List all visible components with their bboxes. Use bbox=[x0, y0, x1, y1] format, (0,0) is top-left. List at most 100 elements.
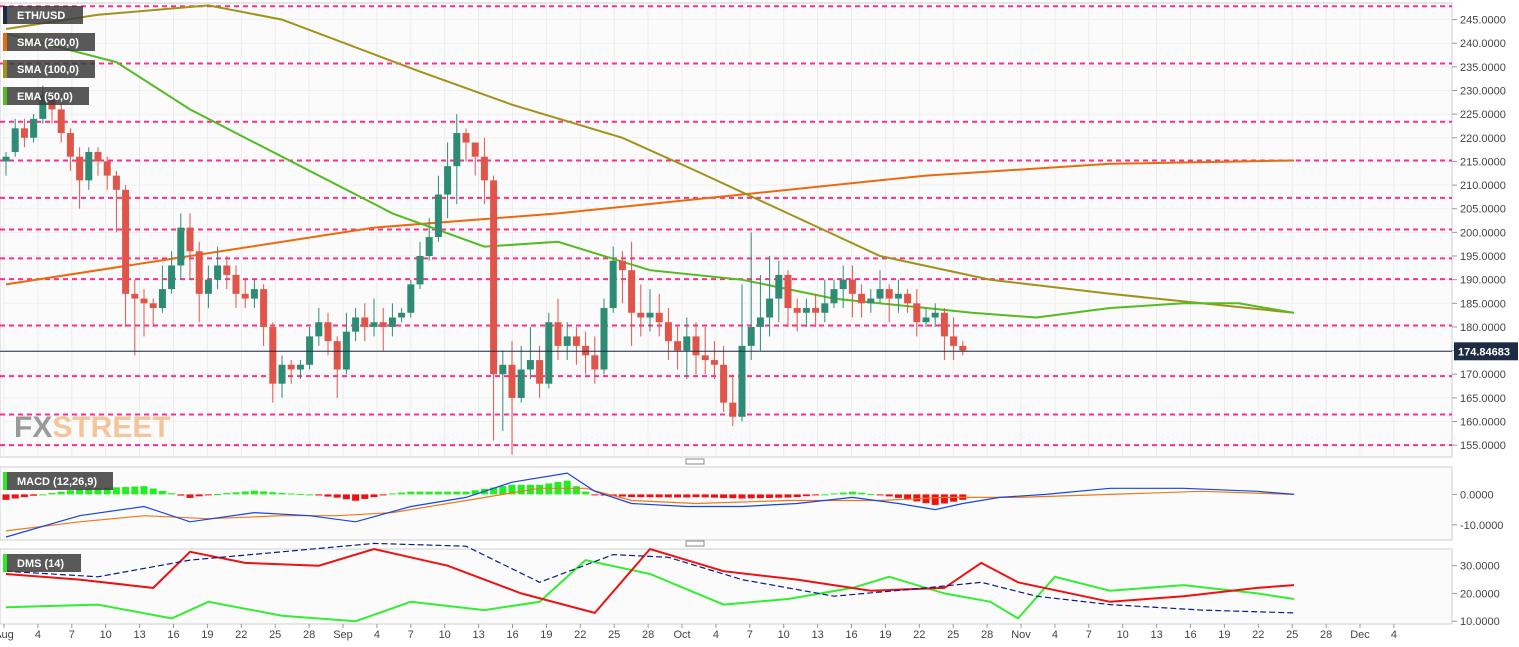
candle-body bbox=[379, 322, 387, 327]
macd-histogram-bar bbox=[232, 492, 240, 495]
candle-body bbox=[756, 317, 764, 327]
legend-dms-bg bbox=[3, 554, 81, 572]
x-tick-label: 4 bbox=[1052, 629, 1058, 641]
macd-histogram-bar bbox=[720, 494, 728, 498]
macd-histogram-bar bbox=[563, 480, 571, 495]
y-tick-label: 200.0000 bbox=[1460, 227, 1506, 239]
x-tick-label: 22 bbox=[1252, 629, 1264, 641]
candle-body bbox=[11, 128, 19, 152]
macd-histogram-bar bbox=[738, 494, 746, 499]
x-tick-label: 16 bbox=[1184, 629, 1196, 641]
macd-histogram-bar bbox=[582, 491, 590, 495]
dms-pane: 30.0000 20.0000 10.0000 DMS (14) bbox=[0, 542, 1500, 628]
candle-body bbox=[370, 322, 378, 327]
candle-body bbox=[885, 289, 893, 299]
legend-ethusd: ETH/USD bbox=[17, 10, 65, 22]
x-tick-label: 19 bbox=[879, 629, 891, 641]
macd-histogram-bar bbox=[425, 491, 433, 495]
candle-body bbox=[848, 279, 856, 294]
dms-y-tick-label: 20.0000 bbox=[1460, 588, 1500, 600]
macd-histogram-bar bbox=[775, 494, 783, 498]
macd-histogram-bar bbox=[388, 493, 396, 495]
candle-body bbox=[655, 312, 663, 323]
x-tick-label: 13 bbox=[472, 629, 484, 641]
macd-histogram-bar bbox=[591, 494, 599, 496]
candle-body bbox=[204, 279, 212, 294]
candle-body bbox=[269, 326, 277, 384]
y-tick-label: 220.0000 bbox=[1460, 133, 1506, 145]
macd-histogram-bar bbox=[664, 494, 672, 498]
macd-histogram-bar bbox=[821, 494, 829, 496]
macd-plot-area bbox=[0, 466, 1453, 541]
pane-resize-handle[interactable] bbox=[685, 458, 705, 465]
candle-body bbox=[296, 364, 304, 370]
x-tick-label: 13 bbox=[1150, 629, 1162, 641]
y-tick-label: 230.0000 bbox=[1460, 85, 1506, 97]
candle-body bbox=[66, 133, 74, 157]
candle-body bbox=[122, 189, 130, 294]
x-tick-label: 25 bbox=[947, 629, 959, 641]
candle-body bbox=[802, 308, 810, 313]
candle-body bbox=[388, 317, 396, 327]
x-tick-label: 28 bbox=[642, 629, 654, 641]
x-tick-label: 10 bbox=[1117, 629, 1129, 641]
candle-body bbox=[940, 312, 948, 337]
candle-body bbox=[545, 322, 553, 384]
macd-histogram-bar bbox=[186, 494, 194, 498]
candle-body bbox=[168, 265, 176, 290]
macd-histogram-bar bbox=[471, 490, 479, 495]
macd-histogram-bar bbox=[94, 488, 102, 495]
macd-histogram-bar bbox=[11, 494, 19, 499]
dms-diplus-line bbox=[5, 559, 1295, 623]
candle-body bbox=[821, 303, 829, 313]
macd-histogram-bar bbox=[692, 494, 700, 498]
candle-body bbox=[434, 194, 442, 238]
candle-body bbox=[683, 336, 691, 351]
candle-body bbox=[223, 265, 231, 275]
pane-resize-handle[interactable] bbox=[685, 540, 705, 547]
y-tick-label: 170.0000 bbox=[1460, 369, 1506, 381]
macd-histogram-bar bbox=[536, 484, 544, 495]
legend-sma200-bg bbox=[3, 33, 95, 51]
x-tick-label: 7 bbox=[747, 629, 753, 641]
candle-body bbox=[618, 260, 626, 271]
candle-body bbox=[793, 308, 801, 313]
macd-histogram-bar bbox=[269, 492, 277, 495]
macd-histogram-bar bbox=[112, 487, 120, 495]
x-tick-label: 10 bbox=[100, 629, 112, 641]
candle-body bbox=[57, 109, 65, 134]
macd-histogram-bar bbox=[802, 494, 810, 497]
candle-body bbox=[241, 293, 249, 299]
price-pane: 245.0000 240.0000 235.0000 230.0000 225.0000… bbox=[0, 2, 1518, 465]
candle-body bbox=[342, 331, 350, 370]
macd-histogram-bar bbox=[407, 491, 415, 495]
candle-body bbox=[701, 355, 709, 361]
candle-body bbox=[444, 166, 452, 195]
legend-ema50-bg bbox=[3, 87, 89, 105]
candle-body bbox=[158, 289, 166, 309]
ema50-line bbox=[5, 32, 1295, 319]
macd-histogram-bar bbox=[628, 494, 636, 498]
macd-histogram-bar bbox=[30, 494, 38, 496]
macd-histogram-bar bbox=[572, 486, 580, 495]
macd-histogram-bar bbox=[830, 493, 838, 495]
macd-histogram-bar bbox=[370, 494, 378, 498]
candle-body bbox=[508, 364, 516, 398]
x-tick-label: Aug bbox=[0, 629, 14, 641]
macd-histogram-bar bbox=[453, 491, 461, 495]
x-tick-label: 7 bbox=[1086, 629, 1092, 641]
candle-body bbox=[729, 402, 737, 417]
macd-histogram-bar bbox=[158, 490, 166, 495]
candle-body bbox=[839, 279, 847, 290]
candle-body bbox=[572, 336, 580, 346]
macd-histogram-bar bbox=[416, 491, 424, 495]
candle-body bbox=[195, 251, 203, 294]
macd-histogram-bar bbox=[66, 490, 74, 495]
candle-body bbox=[398, 312, 406, 318]
macd-histogram-bar bbox=[499, 486, 507, 495]
macd-histogram-bar bbox=[940, 494, 948, 504]
candle-body bbox=[250, 289, 258, 299]
macd-histogram-bar bbox=[646, 494, 654, 498]
legend-sma200: SMA (200,0) bbox=[17, 37, 79, 49]
